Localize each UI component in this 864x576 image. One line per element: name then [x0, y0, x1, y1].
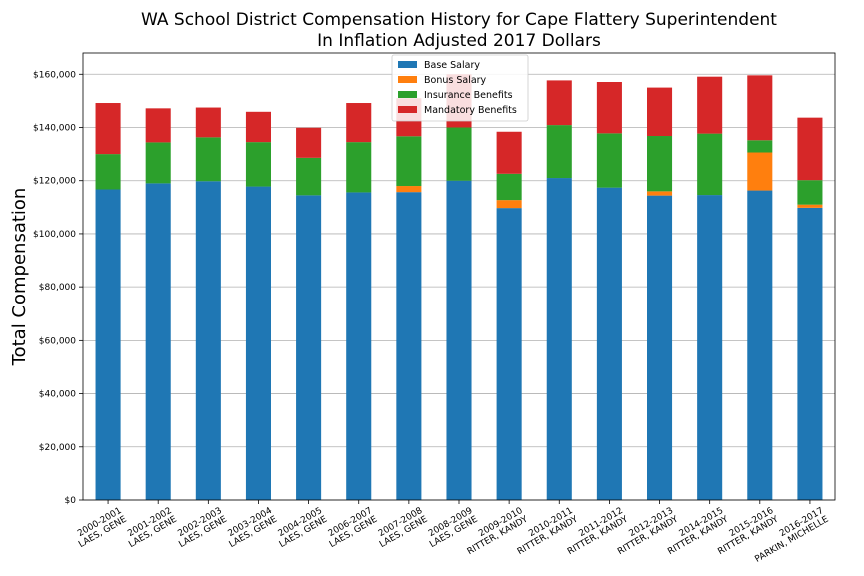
- bar-segment: [195, 137, 221, 182]
- bar-segment: [496, 200, 522, 209]
- bar-segment: [797, 180, 823, 205]
- bar-segment: [145, 108, 171, 143]
- y-tick-label: $60,000: [39, 336, 76, 346]
- y-tick-label: $40,000: [39, 390, 76, 400]
- bar-segment: [747, 75, 773, 141]
- bar-segment: [496, 131, 522, 174]
- bar-segment: [747, 190, 773, 500]
- y-tick-label: $20,000: [39, 443, 76, 453]
- chart-subtitle: In Inflation Adjusted 2017 Dollars: [317, 31, 601, 51]
- y-tick-label: $140,000: [33, 124, 76, 134]
- bar-segment: [747, 152, 773, 191]
- bar-segment: [496, 173, 522, 201]
- legend-entry: Bonus Salary: [424, 75, 487, 86]
- bar-segment: [296, 127, 322, 158]
- bar-segment: [797, 204, 823, 208]
- bar-segment: [245, 142, 271, 187]
- bar-segment: [697, 195, 723, 500]
- legend-swatch: [398, 76, 417, 83]
- y-tick-label: $120,000: [33, 177, 76, 187]
- bar-segment: [95, 103, 121, 155]
- bar-segment: [145, 142, 171, 184]
- legend: Base Salary Bonus Salary Insurance Benefit…: [391, 54, 529, 122]
- bar-segment: [396, 192, 422, 501]
- bar-segment: [296, 157, 322, 196]
- bar-segment: [245, 111, 271, 143]
- y-tick-label: $100,000: [33, 230, 76, 240]
- bar-segment: [446, 180, 472, 500]
- bar-segment: [647, 195, 673, 500]
- legend-entry: Mandatory Benefits: [424, 105, 517, 116]
- bar-segment: [797, 117, 823, 181]
- legend-box: [391, 54, 529, 122]
- bar-segment: [596, 82, 622, 134]
- bars: [95, 74, 823, 501]
- bar-segment: [396, 186, 422, 193]
- chart-title: WA School District Compensation History …: [141, 10, 777, 30]
- legend-swatch: [398, 91, 417, 98]
- y-tick-label: $160,000: [33, 70, 76, 80]
- bar-segment: [747, 140, 773, 153]
- bar-segment: [647, 136, 673, 192]
- bar-segment: [145, 183, 171, 500]
- bar-segment: [346, 192, 372, 500]
- y-tick-label: $0: [65, 496, 77, 506]
- y-axis-ticks: $0 $20,000 $40,000 $60,000 $80,000 $100,000 $1…: [33, 70, 83, 506]
- bar-segment: [195, 181, 221, 500]
- bar-segment: [296, 195, 322, 501]
- legend-entry: Insurance Benefits: [424, 90, 513, 101]
- bar-segment: [546, 178, 572, 500]
- bar-segment: [697, 133, 723, 196]
- y-axis-label: Total Compensation: [9, 188, 30, 367]
- bar-segment: [596, 187, 622, 500]
- bar-segment: [95, 189, 121, 501]
- bar-segment: [797, 207, 823, 500]
- bar-segment: [647, 191, 673, 196]
- bar-segment: [496, 208, 522, 501]
- bar-segment: [446, 127, 472, 181]
- y-tick-label: $80,000: [39, 283, 76, 293]
- bar-segment: [245, 186, 271, 500]
- legend-swatch: [398, 61, 417, 68]
- legend-entry: Base Salary: [424, 60, 480, 71]
- bar-segment: [195, 107, 221, 138]
- bar-segment: [346, 103, 372, 143]
- legend-swatch: [398, 106, 417, 113]
- bar-segment: [546, 125, 572, 179]
- bar-segment: [95, 154, 121, 190]
- bar-segment: [647, 87, 673, 137]
- bar-segment: [697, 76, 723, 134]
- bar-segment: [346, 142, 372, 193]
- bar-segment: [596, 133, 622, 188]
- bar-segment: [546, 80, 572, 126]
- bar-segment: [396, 136, 422, 187]
